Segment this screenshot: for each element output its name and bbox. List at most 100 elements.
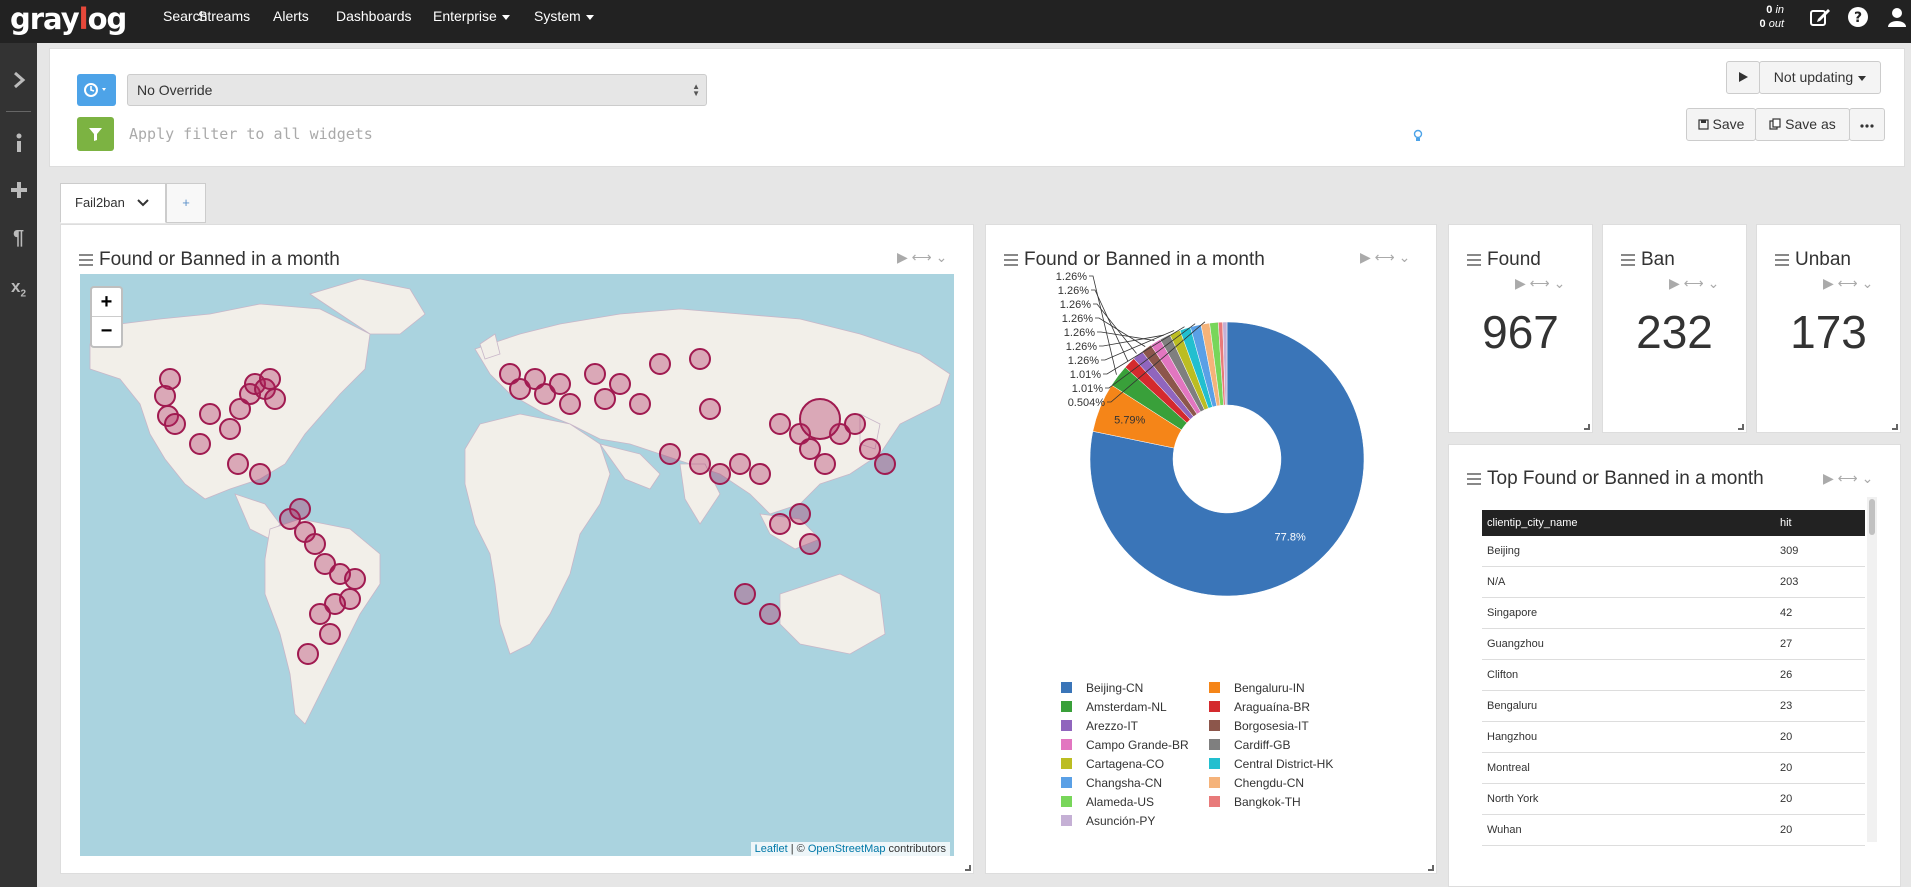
edit-icon[interactable] xyxy=(1808,5,1832,29)
osm-link[interactable]: OpenStreetMap xyxy=(807,843,886,855)
table-row[interactable]: Clifton 26 xyxy=(1482,660,1865,691)
filter-button[interactable] xyxy=(77,117,114,151)
expand-icon[interactable]: ⟷ xyxy=(1374,249,1395,265)
widget-title[interactable]: Ban xyxy=(1621,249,1675,271)
drag-handle-icon[interactable] xyxy=(79,253,93,266)
play-icon[interactable]: ▶ xyxy=(1515,275,1526,291)
resize-handle[interactable] xyxy=(1892,424,1898,430)
legend-item[interactable]: Bangkok-TH xyxy=(1209,795,1301,809)
chevron-down-icon[interactable]: ⌄ xyxy=(1861,275,1874,291)
legend-item[interactable]: Araguaína-BR xyxy=(1209,700,1310,714)
resize-handle[interactable] xyxy=(965,865,971,871)
drag-handle-icon[interactable] xyxy=(1621,253,1635,266)
widget-title[interactable]: Found xyxy=(1467,249,1541,271)
resize-handle[interactable] xyxy=(1428,865,1434,871)
nav-alerts[interactable]: Alerts xyxy=(273,8,309,24)
legend-item[interactable]: Amsterdam-NL xyxy=(1061,700,1167,714)
table-row[interactable]: Guangzhou 27 xyxy=(1482,629,1865,660)
widget-title[interactable]: Found or Banned in a month xyxy=(79,249,340,271)
subscript-icon[interactable]: x2 xyxy=(10,277,27,300)
info-icon[interactable] xyxy=(4,132,33,160)
timerange-button[interactable] xyxy=(77,74,116,106)
play-icon[interactable]: ▶ xyxy=(1360,249,1371,265)
legend-item[interactable]: Bengaluru-IN xyxy=(1209,681,1305,695)
nav-system[interactable]: System xyxy=(534,0,594,35)
play-icon[interactable]: ▶ xyxy=(897,249,908,265)
table-row[interactable]: Beijing 309 xyxy=(1482,536,1865,567)
graylog-logo[interactable]: graylog xyxy=(10,2,127,36)
legend-item[interactable]: Cartagena-CO xyxy=(1061,757,1164,771)
widget-title[interactable]: Unban xyxy=(1775,249,1851,271)
help-icon[interactable]: ? xyxy=(1846,5,1870,29)
legend-item[interactable]: Beijing-CN xyxy=(1061,681,1143,695)
nav-enterprise[interactable]: Enterprise xyxy=(433,0,510,35)
paragraph-icon[interactable]: ¶ xyxy=(12,227,25,249)
resize-handle[interactable] xyxy=(1584,424,1590,430)
legend-item[interactable]: Chengdu-CN xyxy=(1209,776,1304,790)
widget-controls[interactable]: ▶ ⟷ ⌄ xyxy=(897,249,947,266)
legend-item[interactable]: Alameda-US xyxy=(1061,795,1154,809)
leaflet-link[interactable]: Leaflet xyxy=(754,843,788,855)
chevron-down-icon[interactable]: ⌄ xyxy=(1861,470,1874,486)
refresh-interval-dropdown[interactable]: Not updating xyxy=(1759,61,1881,94)
chevron-down-icon[interactable]: ⌄ xyxy=(935,249,948,265)
pie-slice[interactable] xyxy=(1089,321,1365,597)
play-icon[interactable]: ▶ xyxy=(1823,470,1834,486)
drag-handle-icon[interactable] xyxy=(1467,472,1481,485)
table-row[interactable]: Hangzhou 20 xyxy=(1482,722,1865,753)
play-icon[interactable]: ▶ xyxy=(1669,275,1680,291)
tab-fail2ban[interactable]: Fail2ban xyxy=(60,183,166,223)
more-actions-button[interactable] xyxy=(1849,108,1885,141)
drag-handle-icon[interactable] xyxy=(1467,253,1481,266)
legend-item[interactable]: Asunción-PY xyxy=(1061,814,1155,828)
throughput-indicator[interactable]: 0 in 0 out xyxy=(1752,3,1784,31)
play-icon[interactable]: ▶ xyxy=(1823,275,1834,291)
expand-icon[interactable]: ⟷ xyxy=(911,249,932,265)
widget-controls[interactable]: ▶ ⟷ ⌄ xyxy=(1360,249,1410,266)
nav-streams[interactable]: Streams xyxy=(198,8,251,24)
expand-icon[interactable]: ⟷ xyxy=(1529,275,1550,291)
world-map[interactable]: Leaflet | © OpenStreetMap contributors xyxy=(80,274,954,856)
legend-item[interactable]: Campo Grande-BR xyxy=(1061,738,1189,752)
drag-handle-icon[interactable] xyxy=(1004,253,1018,266)
table-row[interactable]: North York 20 xyxy=(1482,784,1865,815)
add-tab-button[interactable]: + xyxy=(166,183,206,223)
play-button[interactable] xyxy=(1726,61,1760,94)
table-row[interactable]: Singapore 42 xyxy=(1482,598,1865,629)
table-row[interactable]: N/A 203 xyxy=(1482,567,1865,598)
legend-item[interactable]: Cardiff-GB xyxy=(1209,738,1290,752)
chevron-down-icon[interactable]: ⌄ xyxy=(1398,249,1411,265)
resize-handle[interactable] xyxy=(1738,424,1744,430)
widget-controls[interactable]: ▶ ⟷ ⌄ xyxy=(1515,275,1565,292)
legend-item[interactable]: Arezzo-IT xyxy=(1061,719,1138,733)
column-header[interactable]: clientip_city_name xyxy=(1487,517,1578,529)
timerange-override-select[interactable]: No Override ▲ ▼ xyxy=(127,74,707,106)
table-row[interactable]: Montreal 20 xyxy=(1482,753,1865,784)
legend-item[interactable]: Borgosesia-IT xyxy=(1209,719,1309,733)
drag-handle-icon[interactable] xyxy=(1775,253,1789,266)
save-as-button[interactable]: Save as xyxy=(1755,108,1850,141)
expand-icon[interactable]: ⟷ xyxy=(1683,275,1704,291)
column-header[interactable]: hit xyxy=(1780,517,1792,529)
legend-item[interactable]: Changsha-CN xyxy=(1061,776,1162,790)
widget-controls[interactable]: ▶ ⟷ ⌄ xyxy=(1823,275,1873,292)
table-row[interactable]: Bengaluru 23 xyxy=(1482,691,1865,722)
widget-title[interactable]: Found or Banned in a month xyxy=(1004,249,1265,271)
nav-search[interactable]: Search xyxy=(163,8,208,24)
expand-icon[interactable]: ⟷ xyxy=(1837,470,1858,486)
widget-controls[interactable]: ▶ ⟷ ⌄ xyxy=(1669,275,1719,292)
user-icon[interactable] xyxy=(1885,5,1909,29)
legend-item[interactable]: Central District-HK xyxy=(1209,757,1333,771)
table-row[interactable]: Wuhan 20 xyxy=(1482,815,1865,846)
widget-controls[interactable]: ▶ ⟷ ⌄ xyxy=(1823,470,1873,487)
lightbulb-icon[interactable] xyxy=(1413,129,1423,143)
table-scrollbar[interactable] xyxy=(1867,497,1877,842)
expand-icon[interactable]: ⟷ xyxy=(1837,275,1858,291)
chevron-down-icon[interactable]: ⌄ xyxy=(1707,275,1720,291)
filter-input[interactable]: Apply filter to all widgets xyxy=(129,125,373,143)
chevron-down-icon[interactable]: ⌄ xyxy=(1553,275,1566,291)
expand-sidebar-icon[interactable] xyxy=(4,69,33,97)
zoom-in-button[interactable]: + xyxy=(92,288,121,317)
pie-slice[interactable] xyxy=(1222,321,1228,406)
add-widget-icon[interactable] xyxy=(4,179,33,207)
